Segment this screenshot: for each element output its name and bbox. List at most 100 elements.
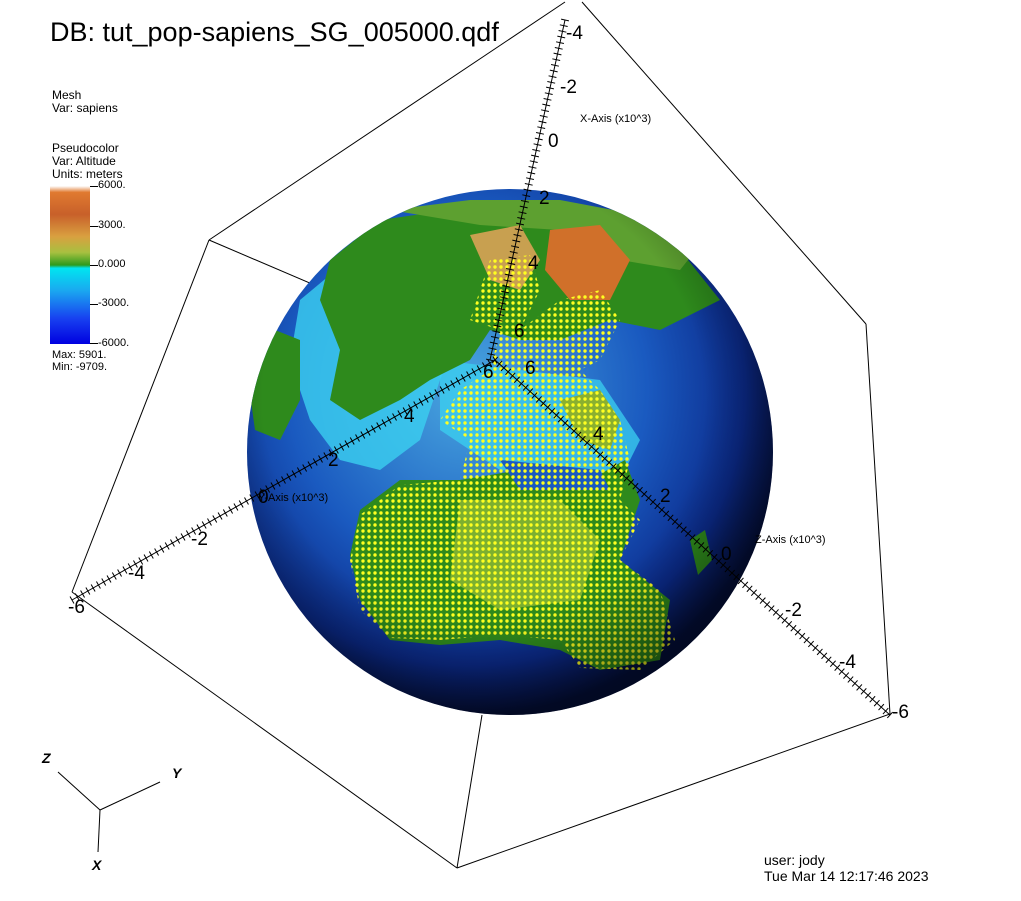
axis-tick <box>365 428 371 436</box>
axis-tick <box>555 41 565 45</box>
axis-tick <box>707 549 714 557</box>
z-tick-label: -6 <box>892 702 909 723</box>
axis-tick <box>794 628 801 636</box>
colorbar-tick <box>90 304 98 305</box>
axis-tick <box>191 527 197 535</box>
axis-tick <box>85 587 91 595</box>
axis-tick <box>654 502 661 510</box>
axis-tick <box>702 546 709 553</box>
colorbar-tick <box>90 226 98 227</box>
axis-tick <box>164 542 170 550</box>
axis-tick <box>518 211 527 215</box>
axis-tick <box>504 273 513 277</box>
axis-tick <box>537 126 546 130</box>
colorbar-label: 6000. <box>98 179 126 191</box>
axis-tick <box>489 341 498 345</box>
bounding-box <box>71 1 891 869</box>
axis-tick <box>360 431 366 439</box>
axis-tick <box>233 503 239 511</box>
axis-tick <box>265 485 271 493</box>
axis-tick <box>737 577 744 585</box>
axis-tick <box>508 256 517 260</box>
axis-tick <box>519 205 528 209</box>
axis-tick <box>497 307 506 311</box>
axis-tick <box>527 171 536 175</box>
y-tick-label: 6 <box>483 362 494 383</box>
axis-tick <box>807 640 815 648</box>
axis-tick <box>856 684 863 691</box>
axis-tick <box>663 510 670 518</box>
axis-tick <box>777 613 784 620</box>
y-tick-label: -4 <box>128 563 145 584</box>
axis-tick <box>524 182 533 186</box>
axis-tick <box>550 63 560 67</box>
axis-tick <box>728 569 736 577</box>
axis-tick <box>532 148 541 152</box>
axis-tick <box>117 569 122 577</box>
axis-tick <box>803 636 810 644</box>
axis-tick <box>865 691 872 699</box>
axis-tick <box>768 605 775 612</box>
axis-tick <box>742 581 749 589</box>
color-bar <box>50 186 90 344</box>
axis-tick <box>402 407 408 415</box>
axis-tick <box>724 565 731 573</box>
axis-tick <box>344 440 350 448</box>
axis-tick <box>554 46 563 50</box>
axis-tick <box>538 120 547 124</box>
z-axis-title: Z-Axis (x10^3) <box>755 534 826 546</box>
axis-tick <box>476 365 482 373</box>
y-tick-label: 2 <box>328 450 339 471</box>
axis-tick <box>148 551 154 559</box>
render-timestamp: Tue Mar 14 12:17:46 2023 <box>764 868 929 884</box>
axis-tick <box>523 188 532 192</box>
axis-tick <box>685 530 692 537</box>
axis-tick <box>575 431 582 439</box>
colorbar-label: -6000. <box>98 337 130 349</box>
x-tick-label: 0 <box>548 131 559 152</box>
axis-tick <box>552 58 561 62</box>
axis-tick <box>606 459 613 466</box>
axis-tick <box>133 560 138 568</box>
axis-tick <box>676 522 683 529</box>
axis-tick <box>821 652 828 660</box>
axis-tick <box>759 597 766 604</box>
axis-tick <box>628 478 635 486</box>
axis-tick <box>496 360 503 368</box>
x-tick-label: 2 <box>539 188 550 209</box>
z-tick-label: 4 <box>593 424 604 445</box>
axis-tick <box>217 512 223 520</box>
axis-tick <box>645 494 652 502</box>
axis-tick <box>547 80 556 84</box>
axis-tick <box>381 419 387 427</box>
axis-tick <box>376 422 382 430</box>
axis-tick <box>228 506 234 514</box>
axis-tick <box>543 97 552 101</box>
axis-tick <box>505 368 512 376</box>
axis-tick <box>485 358 495 362</box>
axis-tick <box>557 415 564 423</box>
triad-y-label: Y <box>172 765 182 781</box>
axis-tick <box>175 536 181 544</box>
axis-tick <box>843 672 850 679</box>
axis-tick <box>507 262 516 266</box>
axis-tick <box>584 439 591 447</box>
axis-tick <box>392 413 397 421</box>
axis-tick <box>445 383 450 391</box>
axis-tick <box>502 284 511 288</box>
axis-tick <box>720 561 727 569</box>
axis-tick <box>527 388 534 395</box>
axis-tick <box>69 596 75 604</box>
axis-tick <box>487 359 493 367</box>
axis-tick <box>487 352 496 356</box>
axis-tick <box>302 464 308 472</box>
orientation-triad <box>57 771 161 853</box>
axis-tick <box>307 461 313 469</box>
axis-tick <box>649 498 657 506</box>
axis-tick <box>558 29 567 33</box>
axis-tick <box>781 617 788 624</box>
axis-tick <box>658 506 665 514</box>
pseudocolor-plot-name: Pseudocolor <box>52 141 119 155</box>
y-tick-label: -2 <box>191 529 208 550</box>
axis-tick <box>597 451 604 458</box>
